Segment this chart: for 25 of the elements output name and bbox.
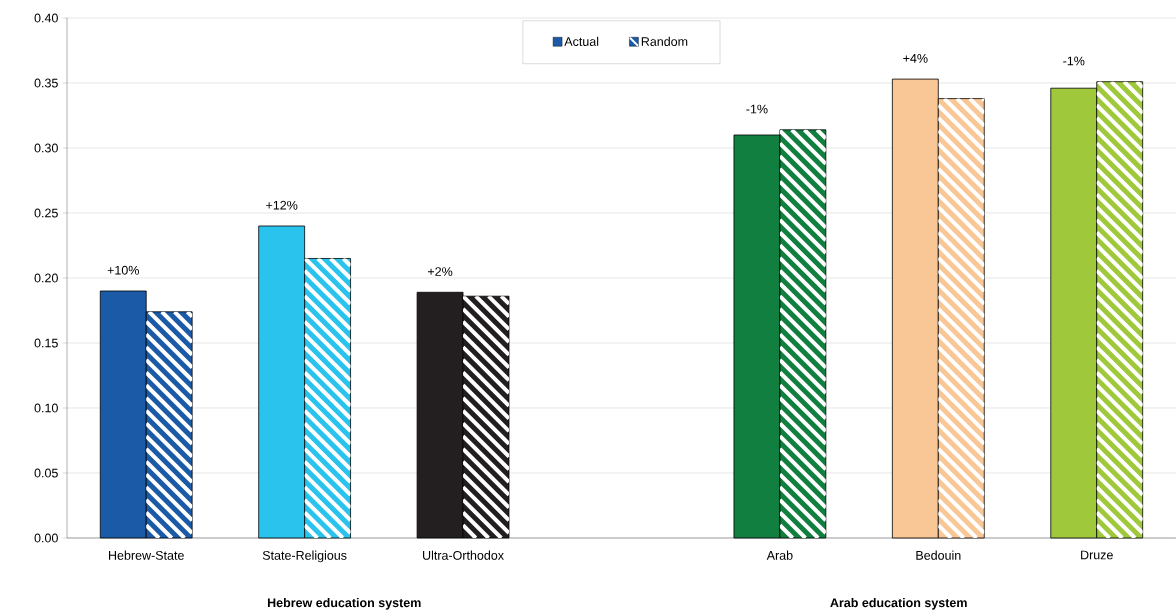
y-tick-label: 0.15 bbox=[34, 338, 58, 348]
x-tick-label: Arab bbox=[766, 550, 793, 560]
y-tick-label: 0.30 bbox=[34, 143, 58, 153]
annotation: +4% bbox=[903, 53, 928, 63]
x-tick-label: Druze bbox=[1081, 550, 1113, 560]
y-tick-label: 0.05 bbox=[34, 468, 58, 478]
annotation: -1% bbox=[746, 104, 768, 114]
y-tick-label: 0.00 bbox=[34, 533, 58, 543]
x-tick-label: Hebrew-State bbox=[109, 550, 184, 560]
legend-label: Actual bbox=[564, 36, 599, 46]
y-tick-label: 0.10 bbox=[34, 403, 58, 413]
y-tick-label: 0.25 bbox=[34, 208, 58, 218]
annotation: +12% bbox=[266, 200, 298, 210]
y-tick-label: 0.35 bbox=[34, 78, 58, 88]
annotation: +2% bbox=[428, 267, 453, 276]
legend-label: Random bbox=[641, 36, 688, 46]
y-tick-label: 0.20 bbox=[34, 273, 58, 283]
x-tick-label: State-Religious bbox=[262, 550, 347, 563]
text: Hebrew education system bbox=[267, 597, 421, 610]
x-tick-label: Bedouin bbox=[916, 550, 961, 560]
annotation: +10% bbox=[107, 265, 139, 275]
x-tick-label: Ultra-Orthodox bbox=[423, 550, 504, 560]
y-tick-label: 0.40 bbox=[34, 13, 58, 23]
annotation: -1% bbox=[1063, 56, 1085, 66]
text: Arab education system bbox=[830, 597, 967, 610]
